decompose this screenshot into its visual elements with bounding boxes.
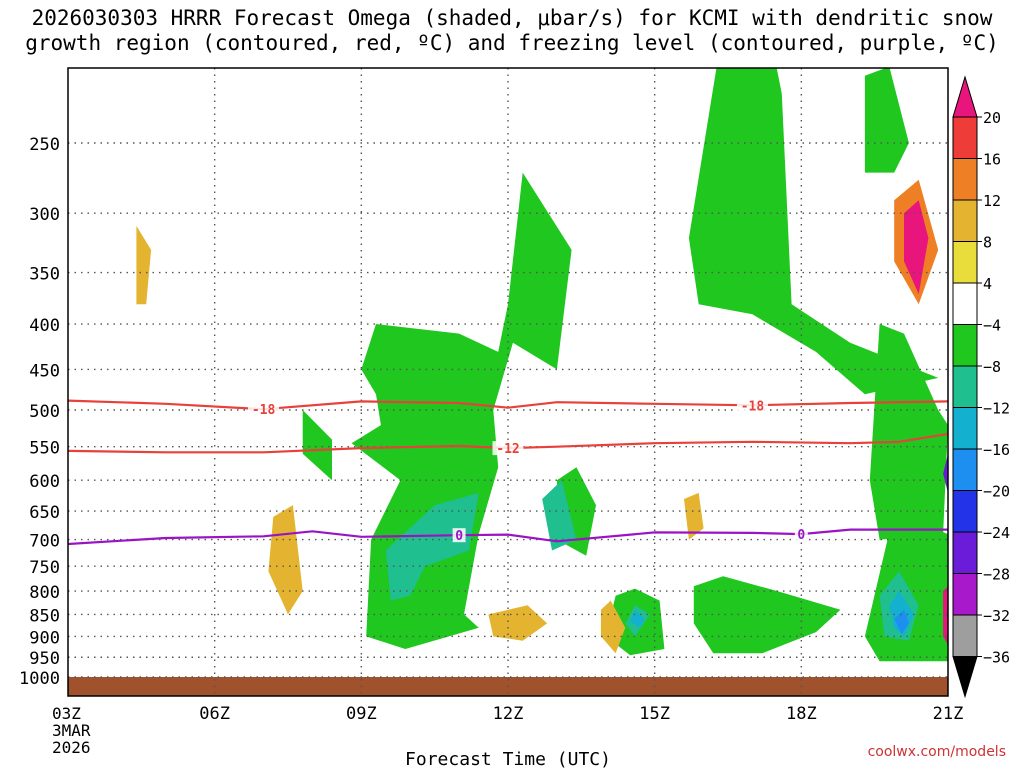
omega-region-0 bbox=[302, 410, 332, 481]
colorbar-swatch-1 bbox=[952, 116, 978, 159]
colorbar-swatch-4 bbox=[952, 241, 978, 284]
y-tick-label-250: 250 bbox=[29, 135, 60, 155]
colorbar-label-10: −24 bbox=[983, 524, 1010, 542]
x-start-label-1: 3MAR bbox=[52, 721, 91, 740]
y-axis: 2503003504004505005506006507007508008509… bbox=[19, 135, 60, 689]
colorbar-swatch-9 bbox=[952, 448, 978, 491]
colorbar-label-4: 4 bbox=[983, 275, 992, 293]
colorbar-swatch-3 bbox=[952, 199, 978, 242]
contour-label-bg-0 bbox=[248, 402, 280, 417]
x-tick-label-21Z: 21Z bbox=[933, 704, 964, 724]
colorbar-swatch-12 bbox=[952, 573, 978, 616]
colorbar-swatch-11 bbox=[952, 531, 978, 574]
y-tick-label-400: 400 bbox=[29, 316, 60, 336]
colorbar-label-3: 8 bbox=[983, 234, 992, 252]
y-tick-label-850: 850 bbox=[29, 606, 60, 626]
y-tick-label-350: 350 bbox=[29, 265, 60, 285]
contour-label-2: -12 bbox=[496, 442, 519, 457]
omega-region-1 bbox=[351, 172, 572, 649]
colorbar-label-12: −32 bbox=[983, 607, 1010, 625]
x-start-label-2: 2026 bbox=[52, 738, 91, 757]
y-tick-label-800: 800 bbox=[29, 583, 60, 603]
colorbar-label-1: 16 bbox=[983, 151, 1001, 169]
omega-region-21 bbox=[684, 492, 704, 540]
colorbar-swatch-8 bbox=[952, 407, 978, 450]
colorbar-swatch-5 bbox=[952, 282, 978, 325]
omega-region-20 bbox=[600, 600, 626, 654]
plot-frame bbox=[67, 67, 949, 697]
omega-region-6 bbox=[869, 324, 948, 540]
omega-region-9 bbox=[385, 492, 479, 601]
colorbar-label-2: 12 bbox=[983, 192, 1001, 210]
colorbar-swatch-10 bbox=[952, 490, 978, 533]
colorbar-label-8: −16 bbox=[983, 441, 1010, 459]
colorbar-swatch-13 bbox=[952, 614, 978, 657]
contours: -18 -18 -12 0 0 bbox=[68, 398, 948, 546]
contour-dgz-minus18 bbox=[68, 399, 948, 411]
y-tick-label-600: 600 bbox=[29, 472, 60, 492]
colorbar-label-0: 20 bbox=[983, 109, 1001, 127]
x-tick-label-12Z: 12Z bbox=[493, 704, 524, 724]
chart-title-line1: 2026030303 HRRR Forecast Omega (shaded, … bbox=[31, 6, 993, 30]
omega-region-15 bbox=[894, 609, 909, 635]
contour-label-bg-3 bbox=[452, 528, 466, 543]
y-tick-label-550: 550 bbox=[29, 439, 60, 459]
colorbar-bottom-arrow bbox=[952, 656, 978, 699]
contour-dgz-minus12 bbox=[68, 432, 948, 454]
omega-region-24 bbox=[943, 586, 948, 645]
colorbar-swatch-2 bbox=[952, 158, 978, 201]
y-tick-label-700: 700 bbox=[29, 532, 60, 552]
watermark-text: coolwx.com/models bbox=[867, 744, 1006, 760]
omega-region-19 bbox=[488, 605, 548, 641]
contour-label-4: 0 bbox=[797, 528, 805, 543]
omega-region-23 bbox=[904, 200, 929, 294]
colorbar-label-13: −36 bbox=[983, 649, 1010, 667]
contour-label-bg-2 bbox=[492, 441, 524, 456]
x-tick-label-18Z: 18Z bbox=[786, 704, 817, 724]
omega-region-18 bbox=[136, 225, 152, 305]
x-tick-label-15Z: 15Z bbox=[639, 704, 670, 724]
y-tick-label-450: 450 bbox=[29, 361, 60, 381]
y-tick-label-900: 900 bbox=[29, 628, 60, 648]
colorbar: 20 16 12 8 4 −4 −8 −12 −16 −20 −24 −28 −32 −36 bbox=[952, 75, 1010, 699]
grid bbox=[68, 68, 948, 696]
y-tick-label-750: 750 bbox=[29, 558, 60, 578]
colorbar-label-7: −12 bbox=[983, 400, 1010, 418]
colorbar-label-5: −4 bbox=[983, 317, 1001, 335]
contour-label-bg-1 bbox=[736, 398, 768, 413]
omega-region-8 bbox=[864, 68, 909, 173]
x-tick-label-06Z: 06Z bbox=[199, 704, 230, 724]
y-tick-label-950: 950 bbox=[29, 649, 60, 669]
chart-title: 2026030303 HRRR Forecast Omega (shaded, … bbox=[0, 6, 1024, 56]
y-tick-label-650: 650 bbox=[29, 503, 60, 523]
omega-region-4 bbox=[688, 68, 939, 395]
contour-label-0: -18 bbox=[252, 403, 276, 418]
omega-region-16 bbox=[943, 453, 948, 493]
omega-region-10 bbox=[542, 480, 577, 551]
x-axis-label: Forecast Time (UTC) bbox=[405, 749, 611, 768]
colorbar-top-arrow bbox=[952, 75, 978, 118]
omega-shading bbox=[136, 68, 948, 662]
y-tick-label-1000: 1000 bbox=[19, 669, 60, 689]
omega-region-5 bbox=[693, 576, 841, 654]
contour-label-3: 0 bbox=[455, 529, 463, 544]
x-tick-label-09Z: 09Z bbox=[346, 704, 377, 724]
colorbar-label-9: −20 bbox=[983, 483, 1010, 501]
contour-label-bg-4 bbox=[794, 527, 808, 542]
y-tick-label-300: 300 bbox=[29, 205, 60, 225]
contour-label-1: -18 bbox=[741, 399, 765, 414]
x-start-label-0: 03Z bbox=[52, 704, 81, 723]
colorbar-swatch-7 bbox=[952, 365, 978, 408]
colorbar-label-6: −8 bbox=[983, 358, 1001, 376]
colorbar-label-11: −28 bbox=[983, 566, 1010, 584]
chart-title-line2: growth region (contoured, red, ºC) and f… bbox=[25, 31, 999, 55]
omega-region-17 bbox=[268, 505, 303, 615]
y-tick-label-500: 500 bbox=[29, 402, 60, 422]
colorbar-swatch-6 bbox=[952, 324, 978, 367]
